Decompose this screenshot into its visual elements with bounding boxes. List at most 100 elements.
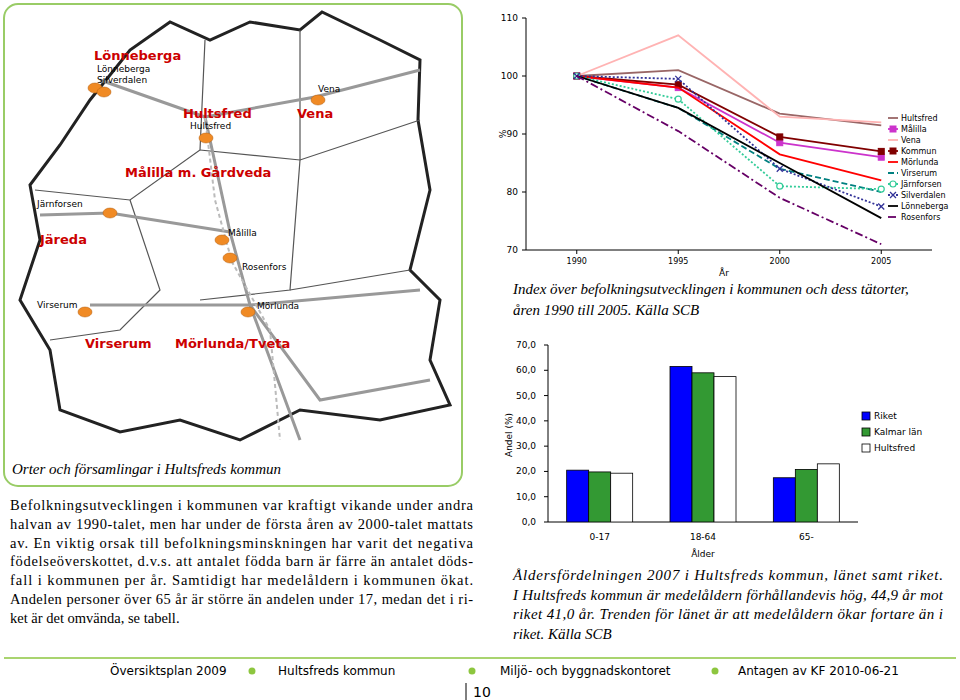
series-marker: [777, 166, 783, 172]
chart-caption: Åldersfördelningen 2007 i Hultsfreds kom…: [512, 567, 943, 583]
page-rule: [466, 683, 467, 700]
series-line: [577, 76, 882, 157]
chart-caption: riket. Källa SCB: [513, 626, 612, 642]
y-tick: [522, 192, 526, 193]
legend-label: Järnforsen: [900, 180, 942, 189]
y-tick-label: 60,0: [516, 365, 536, 375]
footer-dot: [469, 668, 476, 675]
x-axis-title: År: [719, 267, 729, 278]
parish-label: Mörlunda/Tveta: [175, 336, 290, 351]
legend-swatch: [888, 161, 898, 163]
legend: HultsfredMålillaVenaKommunMörlundaVirser…: [888, 114, 949, 222]
legend-marker: [890, 181, 896, 187]
road: [250, 305, 430, 400]
legend-label: Kommun: [901, 147, 936, 156]
town-area: [215, 235, 229, 245]
parish-border: [290, 270, 410, 290]
x-tick-label: 1990: [567, 257, 587, 266]
page-number: 10: [473, 684, 491, 700]
chart-caption: åren 1990 till 2005. Källa SCB: [513, 302, 699, 318]
legend-swatch: [888, 139, 898, 141]
y-tick: [522, 76, 526, 77]
y-tick: [544, 471, 548, 472]
legend-label: Rosenfors: [901, 213, 940, 222]
town-area: [97, 87, 111, 97]
body-line: födelseöverskottet, d.v.s. att antalet f…: [10, 553, 473, 569]
y-axis-title: Andel (%): [504, 413, 514, 457]
x-axis: [526, 250, 932, 251]
y-axis-title: %: [498, 129, 508, 138]
y-tick-label: 70: [507, 245, 519, 255]
legend-marker: [890, 148, 896, 154]
x-axis-title: Ålder: [691, 548, 715, 559]
legend-swatch: [888, 172, 898, 174]
town-area: [223, 253, 237, 263]
town-label: Mörlunda: [257, 301, 299, 311]
legend-label: Silverdalen: [901, 191, 946, 200]
y-tick: [544, 395, 548, 396]
body-line: ket är det omvända, se tabell.: [10, 610, 180, 626]
legend-swatch: [888, 216, 898, 218]
parish-label: Hultsfred: [183, 106, 252, 121]
series-line: [577, 76, 882, 218]
town-area: [241, 307, 255, 317]
series-line: [577, 76, 882, 192]
y-tick-label: 0,0: [522, 517, 537, 527]
municipality-border: [20, 12, 450, 440]
y-tick: [544, 420, 548, 421]
map: Lönneberga Hultsfred Vena Målilla m. Gårdve…: [4, 4, 462, 486]
bars: [567, 366, 840, 522]
bar: [611, 473, 633, 522]
x-tick: [576, 250, 577, 254]
town-label: Målilla: [228, 228, 257, 238]
road: [90, 290, 420, 305]
parish-label: Vena: [297, 106, 333, 121]
legend-swatch: [888, 205, 898, 207]
body-line: Befolkningsutvecklingen i kommunen var k…: [10, 497, 474, 513]
legend-marker: [890, 126, 896, 132]
footer-dot: [712, 668, 719, 675]
plot-lines: [574, 35, 885, 244]
page: Lönneberga Hultsfred Vena Målilla m. Gårdve…: [0, 0, 960, 700]
y-tick: [544, 522, 548, 523]
legend-label: Vena: [901, 136, 921, 145]
series-marker: [777, 183, 783, 189]
y-tick: [544, 370, 548, 371]
legend-label: Riket: [874, 411, 897, 421]
legend-swatch: [862, 412, 870, 420]
footer-item: Miljö- och byggnadskontoret: [500, 664, 671, 678]
legend-label: Mörlunda: [901, 158, 939, 167]
parish-label: Järeda: [39, 232, 87, 247]
chart-caption: Index över befolkningsutvecklingen i kom…: [512, 281, 909, 297]
series-line: [577, 76, 882, 207]
map-caption: Orter och församlingar i Hultsfreds komm…: [12, 461, 281, 477]
parish-label: Lönneberga: [94, 48, 181, 63]
parish-label: Målilla m. Gårdveda: [125, 165, 271, 180]
bar: [714, 377, 736, 522]
series-marker: [878, 148, 884, 154]
y-tick-label: 90: [507, 129, 519, 139]
town-label: Lönneberga: [97, 64, 150, 74]
parish-label: Virserum: [85, 336, 151, 351]
road: [100, 80, 300, 440]
town-label: Vena: [318, 84, 340, 94]
chart-caption: I Hultsfreds kommun är medelåldern förhå…: [512, 587, 944, 603]
legend: RiketKalmar länHultsfred: [862, 411, 922, 453]
x-tick-label: 18-64: [690, 532, 716, 542]
series-marker: [777, 134, 783, 140]
y-tick: [522, 134, 526, 135]
town-label: Silverdalen: [97, 75, 147, 85]
y-tick-label: 110: [501, 13, 518, 23]
bar: [692, 373, 714, 522]
y-tick: [544, 446, 548, 447]
series-marker: [675, 76, 681, 82]
series-marker: [777, 140, 783, 146]
series-marker: [878, 204, 884, 210]
body-line: Andelen personer över 65 år är större än…: [10, 591, 473, 607]
x-tick-label: 1995: [668, 257, 688, 266]
series-line: [577, 76, 882, 244]
parish-border: [200, 120, 420, 160]
legend-label: Målilla: [901, 124, 927, 134]
footer-item: Översiktsplan 2009: [110, 662, 227, 678]
x-tick-label: 65-: [799, 532, 814, 542]
